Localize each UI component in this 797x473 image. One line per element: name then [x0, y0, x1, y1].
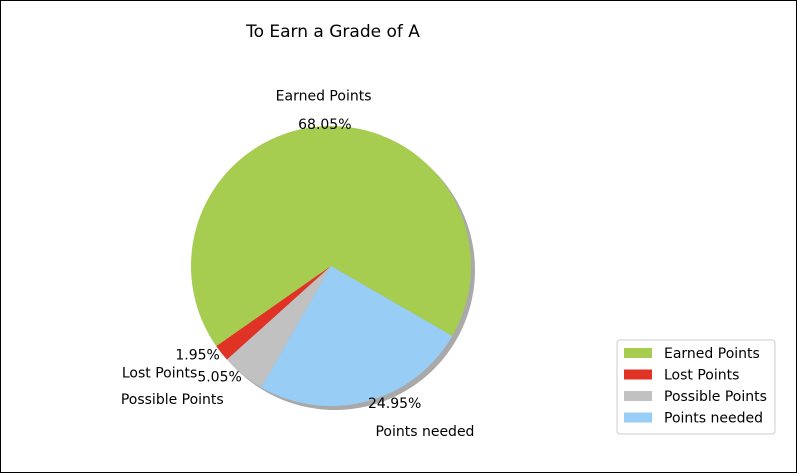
pie-category-label-lost-points: Lost Points — [122, 365, 197, 381]
legend-label-earned-points: Earned Points — [664, 346, 760, 362]
pie-pct-label-earned-points: 68.05% — [298, 117, 351, 133]
legend-label-points-needed: Points needed — [664, 411, 763, 427]
legend-swatch-points-needed — [624, 412, 652, 423]
legend-swatch-lost-points — [624, 369, 652, 380]
pie-pct-label-points-needed: 24.95% — [368, 396, 421, 412]
pie-slice-possible-points — [226, 266, 331, 388]
legend: Earned Points Lost Points Possible Points P… — [616, 339, 776, 435]
pie-slice-earned-points — [191, 126, 472, 347]
pie-category-label-points-needed: Points needed — [375, 424, 474, 440]
legend-swatch-possible-points — [624, 391, 652, 401]
legend-swatch-earned-points — [624, 348, 652, 358]
pie-pct-label-possible-points: 5.05% — [197, 369, 241, 385]
pie-labels: 68.05% Earned Points 1.95% Lost Points 5.05%… — [121, 88, 475, 440]
pie-pct-label-lost-points: 1.95% — [175, 347, 219, 363]
pie-category-label-earned-points: Earned Points — [276, 88, 372, 104]
pie-slice-lost-points — [216, 266, 331, 360]
pie-slice-points-needed — [261, 266, 453, 406]
pie-slices — [191, 126, 472, 406]
pie-category-label-possible-points: Possible Points — [121, 392, 224, 408]
chart-title: To Earn a Grade of A — [245, 22, 420, 42]
legend-label-lost-points: Lost Points — [664, 368, 739, 384]
legend-label-possible-points: Possible Points — [664, 389, 767, 405]
legend-box — [616, 339, 776, 435]
